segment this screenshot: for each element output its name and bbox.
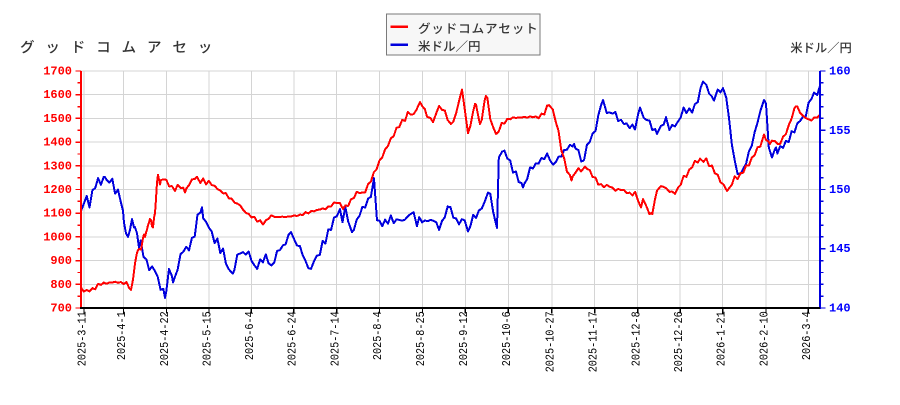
svg-text:2025-5-15: 2025-5-15 <box>201 311 215 366</box>
svg-text:150: 150 <box>829 183 851 197</box>
svg-text:2025-4-1: 2025-4-1 <box>115 311 129 360</box>
svg-text:140: 140 <box>829 302 851 316</box>
svg-text:900: 900 <box>50 254 72 268</box>
svg-text:2026-3-4: 2026-3-4 <box>800 311 814 360</box>
svg-text:2026-1-21: 2026-1-21 <box>714 311 728 366</box>
svg-text:2025-12-26: 2025-12-26 <box>672 311 686 372</box>
svg-text:2025-11-17: 2025-11-17 <box>586 311 600 372</box>
svg-text:155: 155 <box>829 124 851 138</box>
svg-text:1600: 1600 <box>43 88 72 102</box>
svg-text:1200: 1200 <box>43 183 72 197</box>
svg-text:2025-8-4: 2025-8-4 <box>371 311 385 360</box>
svg-text:2025-7-14: 2025-7-14 <box>328 311 342 366</box>
svg-text:2025-8-25: 2025-8-25 <box>414 311 428 366</box>
svg-text:145: 145 <box>829 242 851 256</box>
svg-text:1000: 1000 <box>43 230 72 244</box>
svg-text:160: 160 <box>829 65 851 79</box>
svg-text:2025-10-27: 2025-10-27 <box>544 311 558 372</box>
svg-text:1400: 1400 <box>43 136 72 150</box>
svg-text:1100: 1100 <box>43 207 72 221</box>
svg-text:1700: 1700 <box>43 65 72 79</box>
svg-text:2025-6-4: 2025-6-4 <box>243 311 257 360</box>
svg-text:1300: 1300 <box>43 159 72 173</box>
svg-text:2025-3-11: 2025-3-11 <box>76 311 90 366</box>
svg-text:1500: 1500 <box>43 112 72 126</box>
svg-text:2026-2-10: 2026-2-10 <box>758 311 772 366</box>
svg-text:2025-12-8: 2025-12-8 <box>629 311 643 366</box>
svg-text:2025-4-22: 2025-4-22 <box>158 311 172 366</box>
svg-text:2025-6-24: 2025-6-24 <box>286 311 300 366</box>
svg-text:2025-10-6: 2025-10-6 <box>500 311 514 366</box>
svg-text:800: 800 <box>50 278 72 292</box>
svg-text:700: 700 <box>50 302 72 316</box>
svg-text:2025-9-12: 2025-9-12 <box>457 311 471 366</box>
